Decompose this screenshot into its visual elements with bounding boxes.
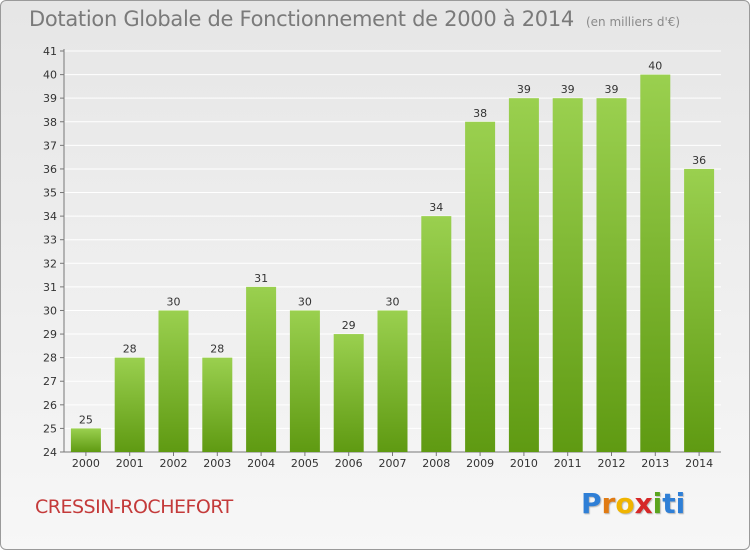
y-tick-label: 24	[43, 446, 57, 459]
bar-2002	[158, 310, 189, 452]
x-tick-label-2010: 2010	[510, 457, 538, 470]
y-tick-label: 30	[43, 304, 57, 317]
bar-2014	[684, 168, 715, 453]
data-label-2011: 39	[561, 83, 575, 96]
y-tick-label: 29	[43, 328, 57, 341]
data-label-2013: 40	[648, 60, 662, 73]
data-label-2010: 39	[517, 83, 531, 96]
y-tick-label: 34	[43, 210, 57, 223]
bar-2011	[552, 98, 583, 453]
logo-letter: P	[581, 487, 602, 520]
chart-title-text: Dotation Globale de Fonctionnement de 20…	[29, 7, 574, 31]
x-tick-label-2014: 2014	[685, 457, 713, 470]
chart-subtitle: (en milliers d'€)	[585, 15, 681, 29]
logo-letter: t	[662, 487, 676, 520]
data-label-2007: 30	[386, 295, 400, 308]
data-label-2008: 34	[429, 201, 443, 214]
bar-2013	[640, 74, 671, 453]
y-tick-label: 33	[43, 234, 57, 247]
x-tick-label-2000: 2000	[72, 457, 100, 470]
data-label-2009: 38	[473, 107, 487, 120]
logo-letter: i	[652, 487, 663, 520]
bar-2008	[421, 216, 452, 452]
data-label-2002: 30	[167, 295, 181, 308]
commune-name: CRESSIN-ROCHEFORT	[35, 496, 233, 518]
x-tick-label-2004: 2004	[247, 457, 275, 470]
x-tick-label-2012: 2012	[598, 457, 626, 470]
x-tick-label-2011: 2011	[554, 457, 582, 470]
data-label-2014: 36	[692, 154, 706, 167]
logo-letter: i	[675, 487, 686, 520]
bar-2004	[246, 286, 277, 452]
data-label-2005: 30	[298, 295, 312, 308]
y-tick-label: 38	[43, 116, 57, 129]
x-tick-label-2001: 2001	[116, 457, 144, 470]
y-tick-label: 25	[43, 422, 57, 435]
bar-2005	[289, 310, 320, 452]
x-tick-label-2002: 2002	[160, 457, 188, 470]
x-tick-label-2006: 2006	[335, 457, 363, 470]
bar-2000	[70, 428, 101, 452]
y-tick-label: 39	[43, 92, 57, 105]
data-label-2001: 28	[123, 343, 137, 356]
logo-letter: o	[615, 487, 635, 520]
y-tick-label: 28	[43, 352, 57, 365]
x-tick-label-2013: 2013	[641, 457, 669, 470]
data-label-2006: 29	[342, 319, 356, 332]
bar-2001	[114, 357, 145, 452]
bar-2003	[202, 357, 233, 452]
proxiti-logo: Proxiti	[581, 487, 685, 520]
data-label-2004: 31	[254, 272, 268, 285]
x-tick-label-2008: 2008	[422, 457, 450, 470]
bar-2009	[465, 121, 496, 452]
x-tick-label-2009: 2009	[466, 457, 494, 470]
data-label-2000: 25	[79, 413, 93, 426]
chart-title: Dotation Globale de Fonctionnement de 20…	[29, 7, 680, 31]
y-tick-label: 31	[43, 281, 57, 294]
logo-letter: r	[601, 487, 616, 520]
y-tick-label: 32	[43, 257, 57, 270]
bar-2007	[377, 310, 408, 452]
bar-2010	[508, 98, 539, 453]
bar-2006	[333, 334, 364, 452]
y-tick-label: 37	[43, 139, 57, 152]
logo-letter: x	[634, 487, 653, 520]
y-tick-label: 36	[43, 163, 57, 176]
y-tick-label: 35	[43, 187, 57, 200]
x-tick-label-2005: 2005	[291, 457, 319, 470]
data-label-2003: 28	[210, 343, 224, 356]
bar-2012	[596, 98, 627, 453]
y-tick-label: 41	[43, 45, 57, 58]
y-tick-label: 27	[43, 375, 57, 388]
y-tick-label: 26	[43, 399, 57, 412]
y-tick-label: 40	[43, 69, 57, 82]
x-tick-label-2007: 2007	[379, 457, 407, 470]
x-tick-label-2003: 2003	[203, 457, 231, 470]
data-label-2012: 39	[605, 83, 619, 96]
